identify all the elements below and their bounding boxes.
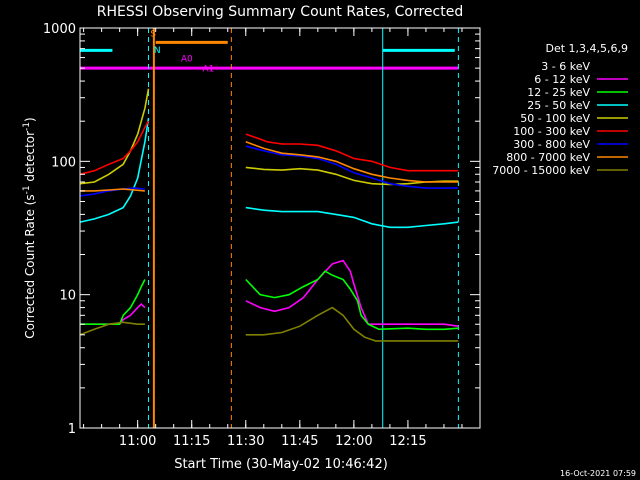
- axes: 11:00 11:15 11:30 11:45 12:00 12:15 1 10 100 1000: [43, 22, 480, 449]
- annotation-3: A1: [203, 65, 215, 75]
- y-tick-label-1: 10: [59, 289, 76, 304]
- series-5-seg-1: [245, 133, 459, 172]
- series-1-seg-1: [245, 259, 459, 327]
- y-tick-label-2: 100: [51, 155, 76, 170]
- annotation-1: N: [154, 46, 161, 56]
- legend-label-4: 50 - 100 keV: [520, 112, 590, 125]
- legend-label-1: 6 - 12 keV: [534, 73, 590, 86]
- series-0-seg-0: [122, 374, 146, 429]
- series-8-seg-1: [245, 306, 459, 342]
- annotation-2: A0: [181, 55, 193, 65]
- annotation-0: S: [150, 30, 156, 40]
- x-tick-label-4: 12:00: [335, 434, 372, 449]
- legend-label-0: 3 - 6 keV: [541, 60, 590, 73]
- series-3-seg-0: [79, 118, 150, 223]
- legend-header: Det 1,3,4,5,6,9: [545, 42, 628, 55]
- x-tick-label-0: 11:00: [119, 434, 156, 449]
- plot-frame: [79, 27, 481, 429]
- series-2-seg-1: [245, 270, 459, 331]
- x-axis-label: Start Time (30-May-02 10:46:42): [174, 457, 388, 472]
- series-8-seg-0: [79, 321, 145, 336]
- series-7-seg-0: [80, 188, 145, 192]
- series-0-seg-1: [245, 370, 359, 429]
- series-7-seg-1: [245, 141, 459, 183]
- series-6-seg-1: [245, 145, 459, 189]
- legend-label-3: 25 - 50 keV: [527, 99, 590, 112]
- series-2-seg-0: [80, 279, 146, 326]
- legend-label-8: 7000 - 15000 keV: [492, 164, 590, 177]
- series-5-seg-0: [79, 120, 150, 176]
- legend-label-5: 100 - 300 keV: [513, 125, 590, 138]
- series-1-seg-0: [80, 302, 146, 326]
- series-3-seg-1: [245, 206, 459, 229]
- legend-label-7: 800 - 7000 keV: [506, 151, 590, 164]
- x-tick-label-5: 12:15: [389, 434, 426, 449]
- footer-date: 16-Oct-2021 07:59: [560, 469, 636, 478]
- chart-title: RHESSI Observing Summary Count Rates, Co…: [97, 4, 463, 20]
- y-axis-label: Corrected Count Rate (s-1 detector-1): [22, 117, 37, 338]
- plot-area: SN A0 A1: [79, 28, 459, 429]
- x-tick-label-2: 11:30: [227, 434, 264, 449]
- legend-label-2: 12 - 25 keV: [527, 86, 590, 99]
- y-tick-label-0: 1: [68, 422, 76, 437]
- x-tick-label-1: 11:15: [173, 434, 210, 449]
- y-tick-label-3: 1000: [43, 22, 76, 37]
- series-4-seg-0: [79, 88, 150, 185]
- x-tick-label-3: 11:45: [281, 434, 318, 449]
- legend-label-6: 300 - 800 keV: [513, 138, 590, 151]
